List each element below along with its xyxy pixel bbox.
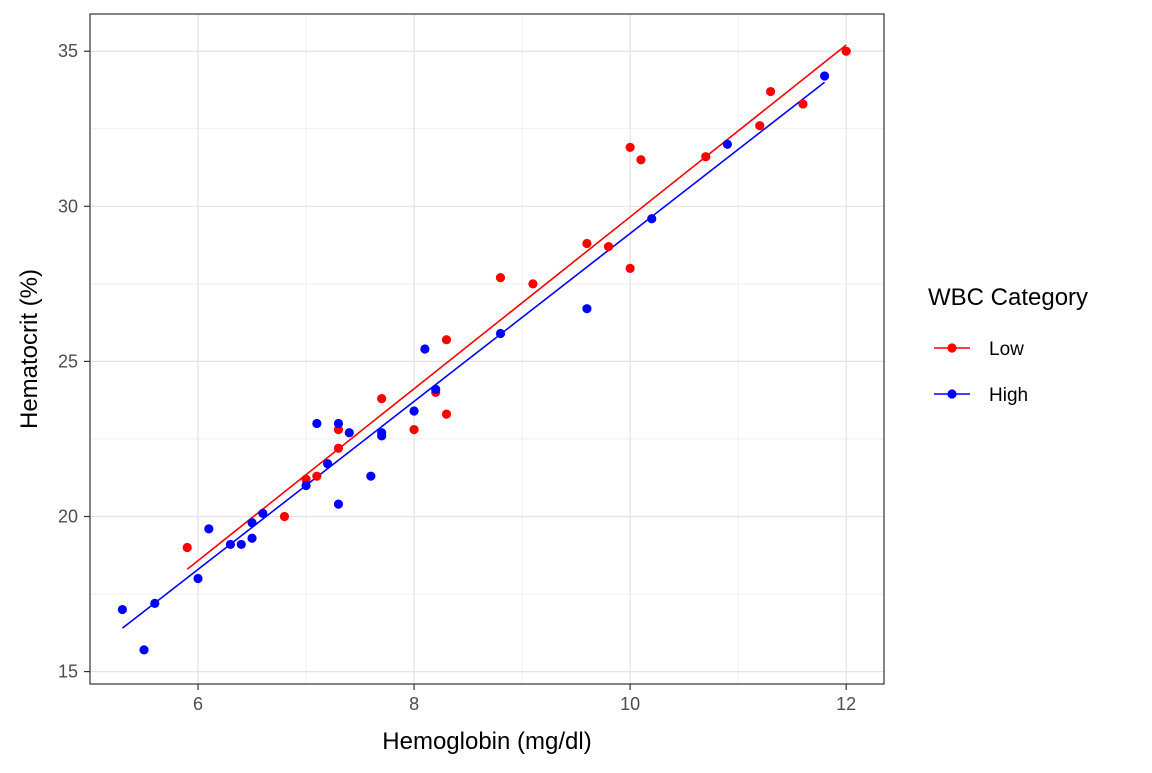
regression-lines xyxy=(121,44,847,629)
y-tick-label: 30 xyxy=(58,196,78,216)
data-point-high xyxy=(117,604,128,615)
legend-label-high: High xyxy=(989,385,1028,406)
legend: Low High xyxy=(934,339,1028,406)
data-point-high xyxy=(225,539,236,550)
data-point-high xyxy=(258,508,268,518)
fit-line-high xyxy=(121,81,826,629)
data-point-high xyxy=(312,418,322,429)
plot-panel-border xyxy=(89,13,885,685)
data-point-low xyxy=(333,443,344,453)
data-point-low xyxy=(312,471,322,481)
legend-key-point-low xyxy=(947,343,957,353)
data-point-high xyxy=(247,518,257,528)
x-tick-label: 8 xyxy=(409,694,419,714)
data-point-low xyxy=(625,142,635,152)
legend-title: WBC Category xyxy=(928,284,1088,311)
y-axis-title: Hematocrit (%) xyxy=(16,269,43,429)
data-point-high xyxy=(333,499,344,509)
data-point-low xyxy=(279,511,290,522)
y-tick-label: 35 xyxy=(58,41,78,61)
data-point-high xyxy=(377,428,387,438)
y-tick-label: 20 xyxy=(58,507,78,527)
data-points xyxy=(117,46,851,655)
fit-line-low xyxy=(186,44,847,570)
data-point-low xyxy=(495,273,506,283)
data-point-high xyxy=(647,214,657,224)
data-point-low xyxy=(625,263,635,273)
data-point-high xyxy=(323,459,333,469)
data-point-high xyxy=(333,418,344,429)
data-point-high xyxy=(204,524,214,534)
data-point-low xyxy=(409,425,419,435)
data-point-high xyxy=(431,384,441,394)
data-point-high xyxy=(819,71,830,81)
legend-key-point-high xyxy=(947,389,957,399)
x-tick-label: 10 xyxy=(620,694,640,714)
x-tick-label: 12 xyxy=(836,694,856,714)
data-point-high xyxy=(495,328,506,339)
data-point-high xyxy=(150,598,160,608)
data-point-low xyxy=(765,86,776,97)
data-point-low xyxy=(636,155,646,165)
x-tick-label: 6 xyxy=(193,694,203,714)
data-point-high xyxy=(582,304,592,314)
data-point-low xyxy=(377,394,387,404)
legend-label-low: Low xyxy=(989,339,1024,360)
data-point-low xyxy=(701,152,711,162)
data-point-high xyxy=(193,573,203,584)
data-point-low xyxy=(582,238,592,249)
data-point-low xyxy=(441,409,452,419)
data-point-high xyxy=(722,139,732,149)
data-point-low xyxy=(603,242,614,252)
data-point-high xyxy=(366,471,376,481)
data-point-low xyxy=(841,46,851,56)
data-point-high xyxy=(236,539,246,550)
data-point-low xyxy=(182,542,192,553)
data-point-low xyxy=(441,335,452,345)
x-axis: 6 8 10 12 xyxy=(193,684,856,714)
data-point-low xyxy=(755,121,765,131)
data-point-high xyxy=(301,480,311,491)
data-point-high xyxy=(344,428,354,438)
data-point-low xyxy=(798,99,808,109)
x-axis-title: Hemoglobin (mg/dl) xyxy=(382,728,591,755)
data-point-high xyxy=(247,533,257,543)
y-tick-label: 15 xyxy=(58,662,78,682)
data-point-low xyxy=(528,279,538,289)
grid xyxy=(89,14,884,684)
y-axis: 15 20 25 30 35 xyxy=(58,41,90,682)
data-point-high xyxy=(409,406,419,416)
y-tick-label: 25 xyxy=(58,351,78,371)
data-point-high xyxy=(139,645,149,655)
data-point-high xyxy=(420,344,430,354)
